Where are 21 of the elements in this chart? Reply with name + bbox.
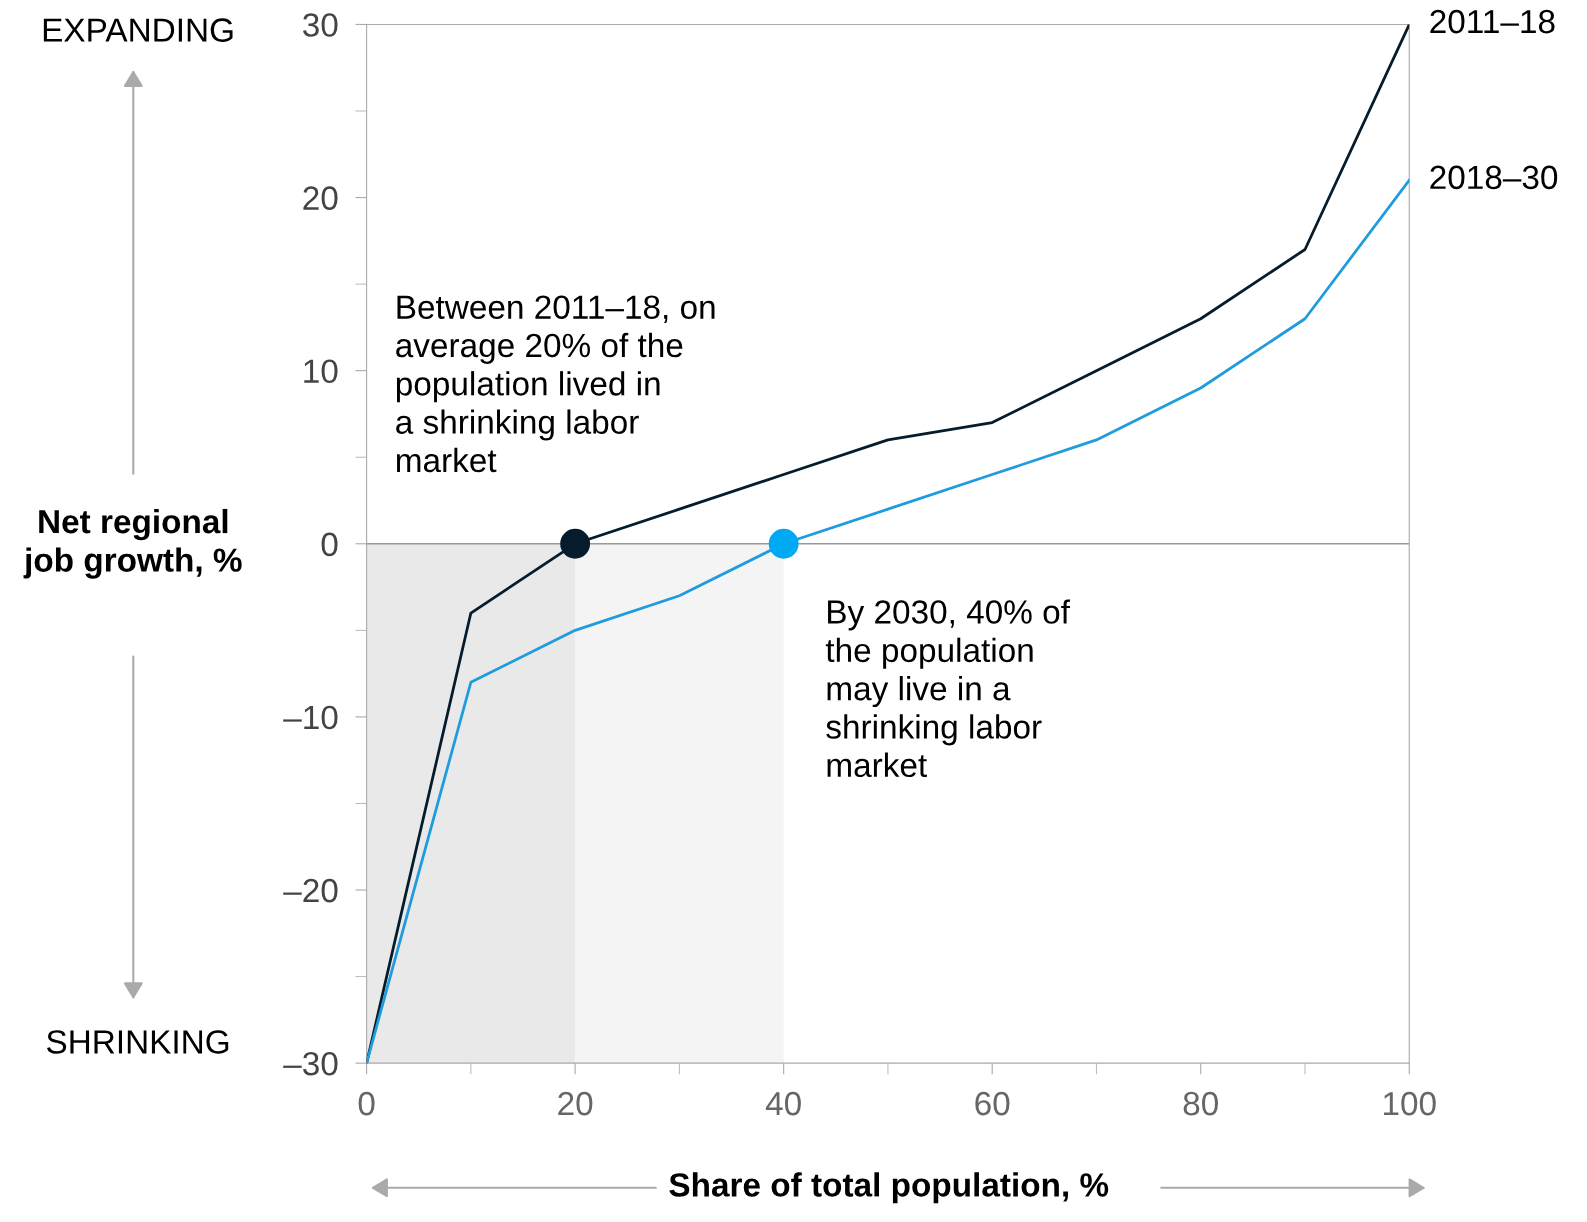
series-label: 2011–18 [1430,9,1555,34]
x-tick-label: 60 [975,1091,1010,1116]
x-tick-label: 80 [1183,1091,1218,1116]
y-axis-title: Net regional job growth, % [23,508,242,579]
annotation: Between 2011–18, on average 20% of the population lived in a shrinking labor market [396,295,715,473]
x-tick-label: 40 [765,1091,801,1116]
x-tick-label: 100 [1383,1091,1436,1116]
series-label: 2018–30 [1430,165,1558,190]
y-tick-label: 0 [321,532,338,557]
x-axis-title: Share of total population, % [669,1172,1109,1204]
text: SHRINKING [46,1030,229,1054]
x-tick-label: 20 [558,1091,593,1116]
y-tick-label: –10 [283,705,338,730]
y-tick-label: 20 [303,186,338,210]
annotation: By 2030, 40% of the population may live in a shrinking labor market [825,599,1070,778]
x-tick-label: 0 [358,1091,375,1116]
y-tick-label: –20 [283,878,338,903]
y-tick-label: 10 [304,359,338,384]
text: EXPANDING [43,18,233,42]
y-tick-label: 30 [303,13,338,37]
y-tick-label: –30 [283,1051,338,1076]
